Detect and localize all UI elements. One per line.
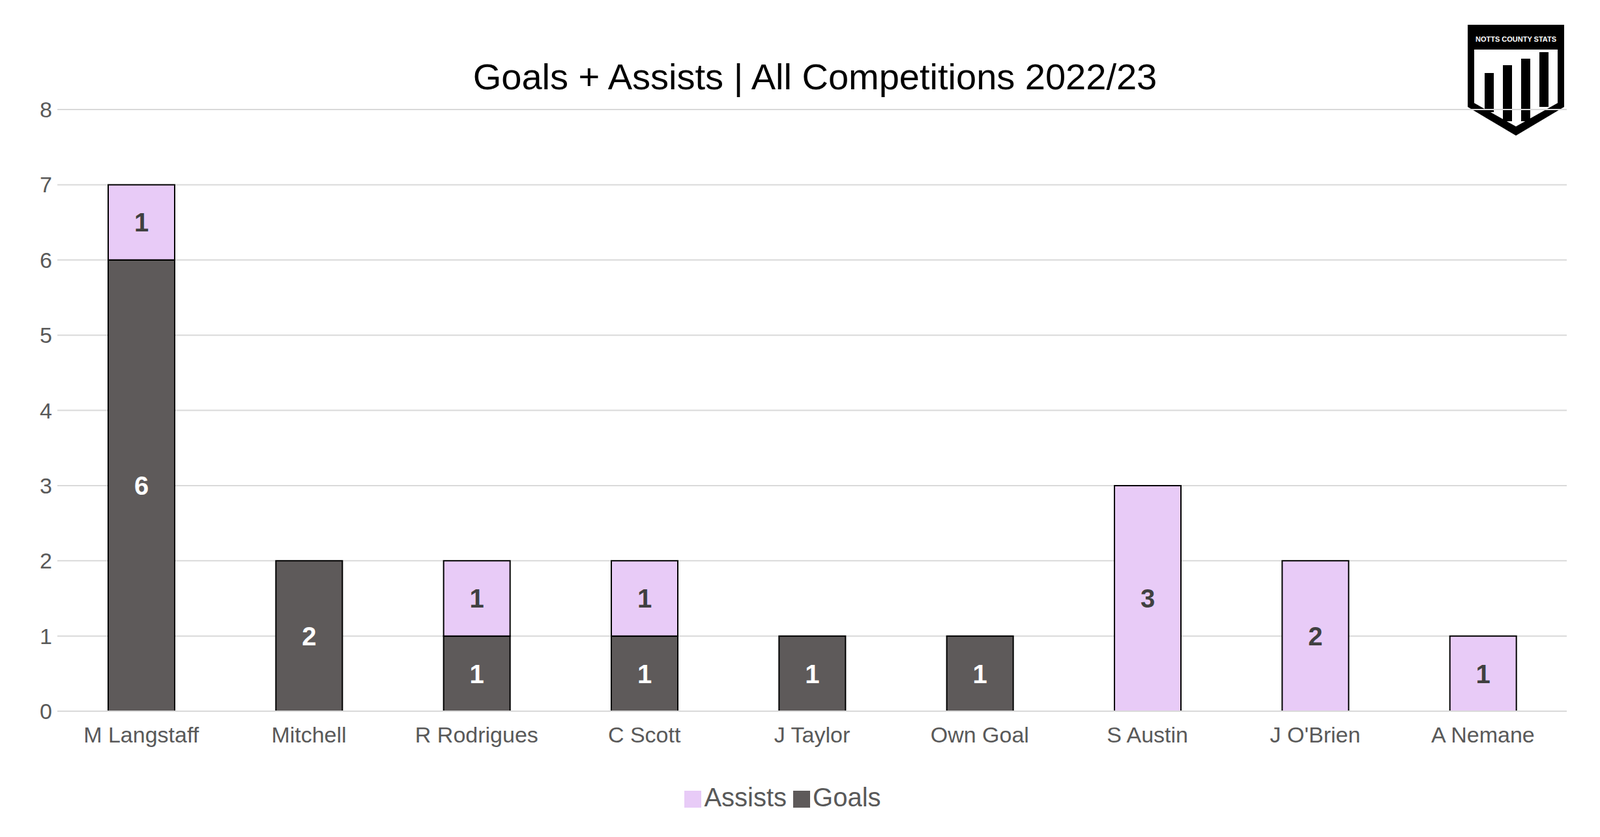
svg-text:0: 0 [39, 698, 53, 724]
svg-text:S Austin: S Austin [1106, 722, 1189, 747]
svg-text:1: 1 [637, 583, 652, 613]
html-text:Goals: Goals [812, 782, 881, 812]
svg-text:2: 2 [1308, 621, 1323, 651]
svg-text:1: 1 [134, 207, 149, 237]
svg-text:4: 4 [39, 398, 53, 423]
svg-text:1: 1 [637, 659, 652, 689]
svg-text:8: 8 [39, 97, 53, 122]
svg-text:1: 1 [804, 659, 820, 689]
html-text:Assists: Assists [704, 782, 787, 812]
svg-text:2: 2 [39, 548, 53, 573]
svg-text:M Langstaff: M Langstaff [83, 722, 200, 747]
svg-text:1: 1 [973, 659, 988, 689]
svg-text:3: 3 [1140, 583, 1155, 613]
svg-text:Mitchell: Mitchell [271, 722, 347, 747]
svg-text:C Scott: C Scott [608, 722, 682, 747]
svg-text:1: 1 [1476, 659, 1491, 689]
svg-text:J O'Brien: J O'Brien [1270, 722, 1361, 747]
html-text:Goals + Assists | All Competit: Goals + Assists | All Competitions 2022/… [472, 56, 1158, 98]
svg-text:Own Goal: Own Goal [930, 722, 1030, 747]
svg-text:1: 1 [469, 583, 485, 613]
svg-text:A Nemane: A Nemane [1431, 722, 1535, 747]
svg-text:1: 1 [469, 659, 485, 689]
svg-text:6: 6 [39, 247, 53, 273]
svg-text:6: 6 [134, 471, 149, 500]
svg-text:R Rodrigues: R Rodrigues [415, 722, 539, 747]
svg-text:5: 5 [39, 322, 53, 348]
svg-text:J Taylor: J Taylor [774, 722, 851, 747]
svg-text:3: 3 [39, 473, 53, 498]
svg-text:NOTTS COUNTY STATS: NOTTS COUNTY STATS [1475, 35, 1557, 44]
svg-text:7: 7 [39, 172, 53, 197]
svg-text:1: 1 [39, 623, 53, 649]
svg-text:2: 2 [301, 621, 317, 651]
